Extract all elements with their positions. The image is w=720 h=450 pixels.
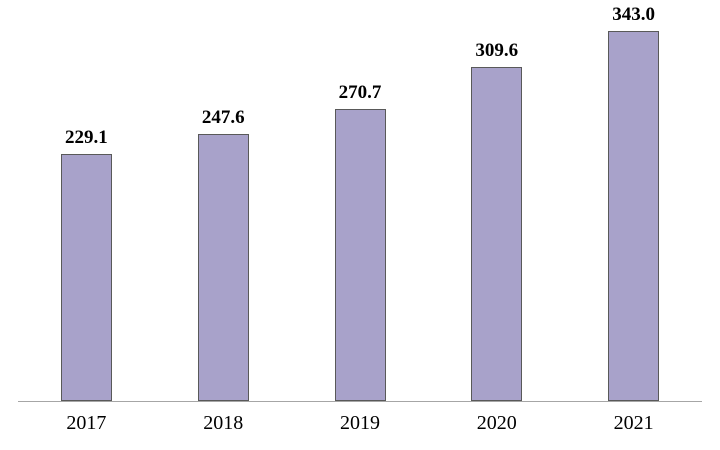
x-tick-label: 2018 (203, 412, 244, 434)
x-tick-label: 2020 (476, 412, 517, 434)
bar (608, 31, 660, 401)
bar (334, 109, 386, 401)
bar-value-label: 343.0 (612, 4, 655, 25)
bar-value-label: 309.6 (475, 40, 519, 61)
bar-value-label: 247.6 (201, 107, 245, 128)
x-axis-line (18, 401, 702, 402)
bar (60, 154, 112, 401)
bar-value-label: 270.7 (338, 82, 382, 103)
x-tick-label: 2019 (340, 412, 380, 434)
x-tick-label: 2017 (66, 412, 107, 434)
bar (471, 67, 523, 401)
bar (197, 134, 249, 401)
bar-value-label: 229.1 (65, 127, 108, 148)
x-tick-label: 2021 (613, 412, 654, 434)
